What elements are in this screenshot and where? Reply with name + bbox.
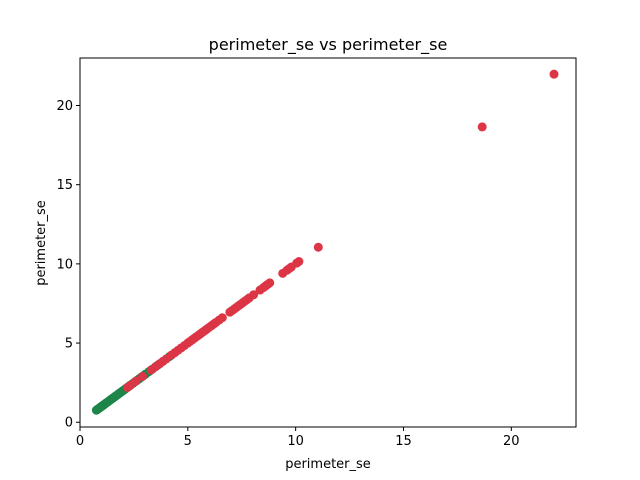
points-layer (91, 69, 559, 415)
x-tick-label: 0 (76, 434, 84, 449)
data-point-1-40 (249, 290, 259, 300)
x-axis: 0 5 10 15 20 (76, 427, 520, 449)
chart-title: perimeter_se vs perimeter_se (209, 35, 448, 55)
x-tick-label: 10 (287, 434, 304, 449)
x-tick-label: 5 (184, 434, 192, 449)
data-point-1-54 (549, 69, 559, 79)
data-point-1-2 (131, 376, 141, 386)
plot-area-frame (79, 57, 577, 428)
data-point-1-53 (477, 122, 487, 132)
data-point-1-45 (265, 278, 275, 288)
data-point-1-51 (294, 257, 304, 266)
x-axis-label: perimeter_se (285, 457, 371, 472)
data-point-1-29 (217, 313, 227, 323)
data-point-1-52 (313, 242, 323, 252)
y-tick-label: 5 (65, 337, 73, 352)
y-axis: 0 5 10 15 20 (56, 99, 80, 431)
x-tick-label: 20 (503, 434, 520, 449)
x-tick-label: 15 (395, 434, 412, 449)
data-point-1-3 (138, 371, 148, 381)
y-tick-label: 0 (65, 416, 73, 431)
y-tick-label: 20 (56, 99, 73, 114)
y-tick-label: 15 (56, 178, 73, 193)
y-tick-label: 10 (56, 257, 73, 272)
y-axis-label: perimeter_se (34, 200, 49, 286)
